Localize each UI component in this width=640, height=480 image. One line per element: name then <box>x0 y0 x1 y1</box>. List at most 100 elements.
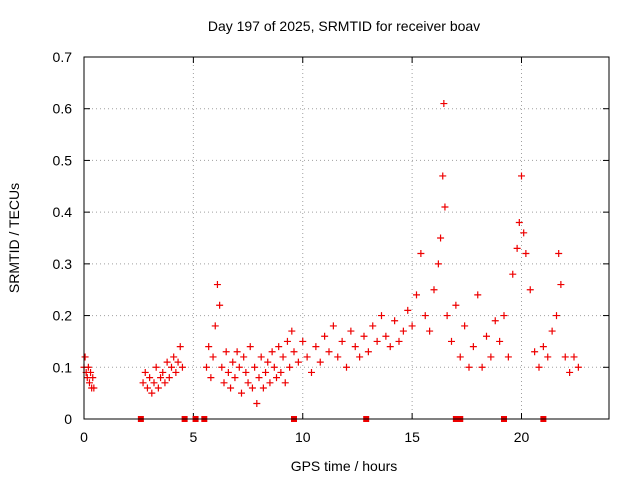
data-point <box>218 363 226 371</box>
data-point <box>434 260 442 268</box>
data-point <box>441 203 449 211</box>
data-point <box>150 379 158 387</box>
y-tick-label-1: 0.1 <box>53 359 73 375</box>
data-point <box>478 363 486 371</box>
data-point <box>338 337 346 345</box>
data-point <box>561 353 569 361</box>
data-point <box>283 337 291 345</box>
data-point <box>520 229 528 237</box>
data-point <box>152 363 160 371</box>
y-tick-label-0: 0 <box>64 411 72 427</box>
data-point <box>157 374 165 382</box>
data-point <box>242 368 250 376</box>
data-point <box>257 353 265 361</box>
data-point <box>275 343 283 351</box>
data-point <box>85 379 93 387</box>
data-point <box>139 379 147 387</box>
data-point <box>255 374 263 382</box>
data-points <box>80 100 582 407</box>
data-point <box>443 312 451 320</box>
data-point <box>535 363 543 371</box>
data-point <box>89 374 97 382</box>
data-point <box>548 327 556 335</box>
data-point <box>343 363 350 371</box>
data-point <box>439 172 447 180</box>
data-point <box>244 379 252 387</box>
y-axis-label: SRMTID / TECUs <box>6 183 22 293</box>
data-point <box>316 358 324 366</box>
data-point <box>87 368 95 376</box>
data-point <box>303 353 311 361</box>
data-point <box>557 281 565 289</box>
x-tick-label-0: 0 <box>80 429 88 445</box>
data-point <box>515 218 523 226</box>
data-point <box>90 384 98 392</box>
data-point <box>227 384 235 392</box>
data-point <box>168 363 175 371</box>
data-point <box>264 358 272 366</box>
data-point <box>141 368 149 376</box>
data-point <box>154 384 162 392</box>
data-point <box>452 301 460 309</box>
data-point <box>178 363 186 371</box>
data-point <box>84 363 92 371</box>
data-point <box>205 343 213 351</box>
data-point <box>386 343 394 351</box>
data-point <box>364 348 372 356</box>
data-point <box>290 348 298 356</box>
y-tick-label-4: 0.4 <box>53 204 73 220</box>
data-point <box>539 343 547 351</box>
data-point <box>404 306 412 314</box>
data-point <box>325 348 333 356</box>
data-point <box>437 234 445 242</box>
x-tick-label-1: 5 <box>189 429 197 445</box>
data-point <box>369 322 377 330</box>
data-point <box>487 353 495 361</box>
data-point <box>496 337 504 345</box>
data-point <box>544 353 552 361</box>
data-point <box>360 332 368 340</box>
data-point <box>288 327 296 335</box>
data-point <box>430 286 438 294</box>
data-point <box>321 332 329 340</box>
data-point <box>531 348 539 356</box>
data-point <box>161 379 169 387</box>
data-point <box>266 379 274 387</box>
data-point <box>417 250 425 258</box>
data-point <box>251 363 259 371</box>
data-point <box>262 368 270 376</box>
data-point <box>229 358 237 366</box>
data-point <box>294 358 302 366</box>
data-point <box>143 384 151 392</box>
data-point <box>174 358 182 366</box>
data-point <box>399 327 407 335</box>
data-point <box>172 368 180 376</box>
data-point <box>426 327 434 335</box>
y-tick-label-7: 0.7 <box>53 49 73 65</box>
data-point <box>408 322 416 330</box>
data-point <box>347 327 355 335</box>
y-tick-label-5: 0.5 <box>53 152 73 168</box>
data-point <box>456 353 464 361</box>
y-axis-ticks: 0 0.1 0.2 0.3 0.4 0.5 0.6 0.7 <box>53 49 609 427</box>
data-point <box>351 343 359 351</box>
data-point <box>207 374 215 382</box>
data-point <box>233 348 241 356</box>
data-point <box>163 358 171 366</box>
y-tick-label-6: 0.6 <box>53 101 73 117</box>
data-point <box>334 353 342 361</box>
data-point <box>448 337 455 345</box>
data-point <box>483 332 490 340</box>
data-point <box>312 343 320 351</box>
data-point <box>509 270 517 278</box>
data-point <box>566 368 574 376</box>
data-point <box>273 374 280 382</box>
data-point <box>159 368 167 376</box>
data-point <box>474 291 482 299</box>
data-point <box>248 384 256 392</box>
data-point <box>235 363 243 371</box>
data-point <box>465 363 473 371</box>
